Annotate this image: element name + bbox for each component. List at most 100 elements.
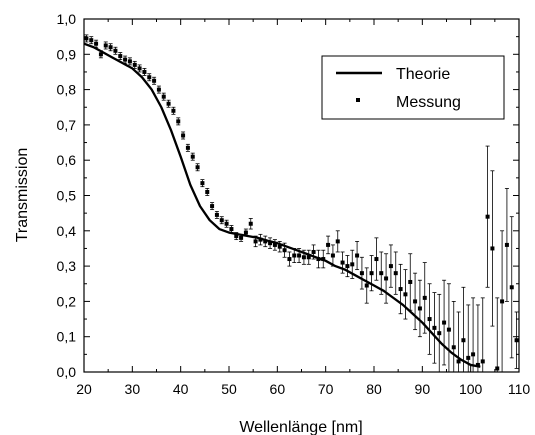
point-marker — [432, 325, 437, 330]
x-tick-label: 50 — [221, 381, 237, 397]
point-marker — [229, 227, 234, 232]
point-marker — [132, 62, 137, 67]
point-marker — [350, 262, 355, 267]
point-marker — [422, 295, 427, 300]
x-axis-label: Wellenlänge [nm] — [239, 419, 362, 435]
point-marker — [364, 283, 369, 288]
point-marker — [369, 271, 374, 276]
point-marker — [210, 204, 215, 209]
point-marker — [384, 276, 389, 281]
x-tick-label: 100 — [459, 381, 483, 397]
point-marker — [509, 285, 514, 290]
point-marker — [239, 235, 244, 240]
point-marker — [243, 230, 248, 235]
point-marker — [321, 257, 326, 262]
point-marker — [408, 279, 413, 284]
y-tick-label: 0,5 — [57, 188, 77, 204]
point-marker — [495, 366, 500, 371]
point-marker — [292, 253, 297, 258]
point-marker — [461, 338, 466, 343]
point-marker — [427, 317, 432, 322]
legend-label-messung: Messung — [396, 94, 461, 111]
point-marker — [359, 271, 364, 276]
y-tick-label: 0,0 — [57, 364, 77, 380]
point-marker — [403, 292, 408, 297]
point-marker — [335, 239, 340, 244]
point-marker — [379, 271, 384, 276]
y-axis-label: Transmission — [14, 148, 31, 243]
point-marker — [268, 241, 273, 246]
point-marker — [190, 154, 195, 159]
point-marker — [330, 253, 335, 258]
point-marker — [171, 108, 176, 113]
point-marker — [127, 59, 132, 64]
point-marker — [437, 331, 442, 336]
y-tick-label: 0,9 — [57, 46, 77, 62]
point-marker — [485, 214, 490, 219]
point-marker — [388, 264, 393, 269]
point-marker — [123, 57, 128, 62]
point-marker — [142, 69, 147, 74]
point-marker — [113, 48, 118, 53]
point-marker — [253, 239, 258, 244]
point-marker — [514, 338, 519, 343]
point-marker — [118, 54, 123, 59]
point-marker — [475, 362, 480, 367]
y-tick-label: 0,1 — [57, 329, 77, 345]
point-marker — [287, 257, 292, 262]
legend: Theorie Messung — [321, 55, 505, 120]
point-marker — [446, 327, 451, 332]
point-marker — [147, 75, 152, 80]
point-marker — [234, 234, 239, 239]
legend-box — [321, 55, 505, 120]
x-tick-label: 30 — [125, 381, 141, 397]
point-marker — [94, 41, 99, 46]
legend-label-theorie: Theorie — [396, 66, 450, 83]
point-marker — [84, 36, 89, 41]
point-marker — [355, 253, 360, 258]
point-marker — [224, 221, 229, 226]
x-tick-label: 90 — [415, 381, 431, 397]
point-marker — [393, 271, 398, 276]
y-tick-label: 0,7 — [57, 117, 77, 133]
y-tick-label: 1,0 — [57, 11, 77, 27]
y-tick-label: 0,6 — [57, 152, 77, 168]
point-marker — [398, 287, 403, 292]
point-marker — [185, 145, 190, 150]
point-marker — [504, 242, 509, 247]
series-line-theorie — [84, 42, 481, 368]
point-marker — [340, 260, 345, 265]
point-marker — [137, 66, 142, 71]
point-marker — [277, 244, 282, 249]
point-marker — [316, 257, 321, 262]
point-marker — [161, 94, 166, 99]
point-marker — [181, 133, 186, 138]
point-marker — [282, 248, 287, 253]
point-marker — [374, 257, 379, 262]
y-tick-label: 0,4 — [57, 223, 77, 239]
point-marker — [98, 52, 103, 57]
point-marker — [480, 359, 485, 364]
point-marker — [417, 306, 422, 311]
axes-layer: 20 30 40 50 60 70 80 90 100 110 0,0 0,1 0,2 0,3 0,4 0,5… — [57, 11, 531, 397]
data-layer — [84, 36, 519, 371]
point-marker — [500, 299, 505, 304]
point-marker — [219, 218, 224, 223]
point-marker — [258, 237, 263, 242]
x-tick-label: 80 — [366, 381, 382, 397]
point-marker — [345, 264, 350, 269]
point-marker — [152, 78, 157, 83]
point-marker — [205, 189, 210, 194]
point-marker — [103, 43, 108, 48]
point-marker — [442, 320, 447, 325]
point-marker — [471, 352, 476, 357]
point-marker — [272, 242, 277, 247]
point-marker — [326, 242, 331, 247]
point-marker — [306, 255, 311, 260]
data-point-messung — [495, 297, 500, 372]
y-tick-label: 0,2 — [57, 293, 77, 309]
x-tick-label: 70 — [318, 381, 334, 397]
point-marker — [200, 181, 205, 186]
point-marker — [156, 87, 161, 92]
